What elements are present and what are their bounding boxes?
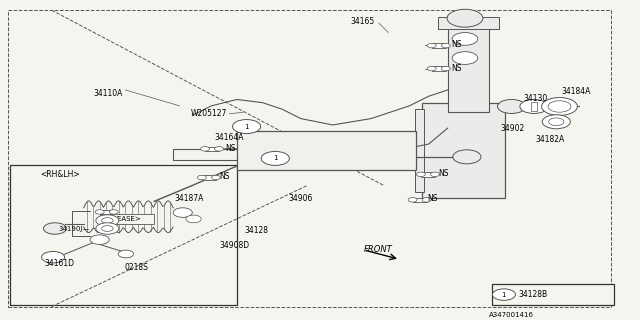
Circle shape [428,66,436,71]
Circle shape [452,52,477,64]
Text: 34908D: 34908D [219,241,249,250]
Bar [432,66,446,71]
Text: 34128: 34128 [244,226,269,235]
Bar [10,165,237,305]
Circle shape [200,147,209,151]
Text: FRONT: FRONT [364,245,392,254]
Circle shape [453,150,481,164]
Bar [100,210,114,214]
Text: NS: NS [428,194,438,204]
Text: A347001416: A347001416 [489,312,534,317]
Circle shape [431,172,440,177]
Circle shape [118,250,134,258]
Text: NS: NS [451,40,461,49]
Text: 34110A: 34110A [93,89,123,98]
Text: NS: NS [225,144,236,153]
Bar [205,147,219,151]
Circle shape [96,215,119,226]
Circle shape [442,44,451,48]
Text: 34161D: 34161D [44,259,74,268]
Bar [492,284,614,305]
Circle shape [408,197,417,202]
Circle shape [109,210,118,214]
Circle shape [95,210,104,214]
Circle shape [197,175,206,180]
Circle shape [497,100,525,114]
Circle shape [548,101,571,112]
Circle shape [452,33,477,45]
Circle shape [548,118,564,125]
Text: 34902: 34902 [500,124,524,132]
Circle shape [492,289,515,300]
Text: <GREASE>: <GREASE> [102,216,141,222]
Circle shape [417,172,426,177]
Circle shape [541,98,577,116]
Circle shape [186,215,201,223]
Circle shape [96,223,119,234]
Bar [422,103,505,198]
Bar [100,214,154,224]
Bar [413,197,427,202]
Text: 1: 1 [273,156,278,161]
Text: 34164A: 34164A [214,133,244,142]
Text: NS: NS [451,64,461,73]
Bar [421,172,435,177]
Text: W205127: W205127 [191,109,227,118]
Circle shape [232,120,260,133]
Text: 34184A: 34184A [561,87,591,96]
Text: 34190J—: 34190J— [58,226,90,231]
Bar [202,175,216,180]
Circle shape [442,66,451,71]
Text: 1: 1 [244,124,249,130]
Text: NS: NS [220,172,230,181]
Bar [432,44,446,48]
Circle shape [542,115,570,129]
Text: 34906: 34906 [288,194,312,204]
Circle shape [428,44,436,48]
Text: 34130: 34130 [523,94,547,103]
Circle shape [44,223,67,234]
Text: 34187A: 34187A [174,194,204,204]
Text: 34128B: 34128B [518,290,547,299]
Text: 34165: 34165 [351,17,375,26]
Circle shape [42,252,65,263]
Circle shape [102,218,113,223]
Circle shape [211,175,220,180]
Bar [531,102,537,111]
Circle shape [447,9,483,27]
Text: NS: NS [438,169,449,178]
Text: <RH&LH>: <RH&LH> [40,170,80,179]
Bar [237,131,416,170]
Circle shape [520,100,548,114]
Circle shape [261,151,289,165]
Circle shape [173,208,192,217]
Circle shape [214,147,223,151]
Circle shape [90,235,109,244]
Bar [415,109,424,192]
Bar [448,23,489,112]
Circle shape [422,197,431,202]
Text: 1: 1 [502,292,506,298]
Text: 34182A: 34182A [536,135,565,144]
Text: 0218S: 0218S [125,263,148,272]
Bar [438,17,499,29]
Circle shape [102,226,113,231]
